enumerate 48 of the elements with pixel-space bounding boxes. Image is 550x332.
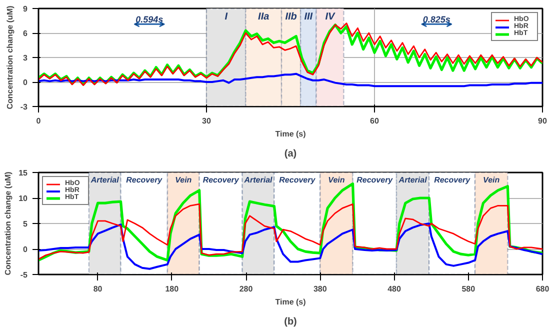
x-tick-label: 380	[313, 284, 328, 294]
band-label: III	[304, 11, 313, 22]
band-label: Vein	[328, 176, 345, 185]
y-tick-label: 15	[18, 168, 28, 178]
x-tick-label: 580	[462, 284, 476, 294]
x-tick-label: 480	[388, 284, 402, 294]
band-label: Recovery	[126, 176, 163, 185]
line-series	[38, 222, 542, 270]
x-axis-title: Time (s)	[275, 130, 306, 138]
y-axis-title: Concentration change (uM)	[4, 171, 13, 276]
x-tick-label: 30	[202, 116, 212, 126]
band-label: Arterial	[398, 176, 428, 185]
x-tick-label: 180	[165, 284, 180, 294]
band-label: Arterial	[243, 176, 274, 185]
band-label: Vein	[483, 176, 500, 185]
x-tick-label: 60	[370, 116, 380, 126]
x-tick-label: 80	[93, 284, 103, 294]
y-tick-label: 10	[18, 194, 28, 203]
x-tick-label: 0	[36, 116, 42, 126]
band-label: IIb	[285, 11, 297, 22]
y-tick-label: 6	[23, 29, 28, 38]
x-tick-label: 90	[538, 116, 548, 126]
band-label: Recovery	[279, 176, 316, 185]
band-label: Recovery	[202, 176, 240, 185]
band-label: Recovery	[356, 176, 394, 185]
text: (a)	[284, 148, 297, 160]
y-tick-label: -5	[20, 270, 28, 280]
y-tick-label: 0	[23, 78, 28, 87]
annotation: 0.594s	[136, 14, 164, 24]
y-tick-label: 5	[23, 220, 28, 228]
band-label: IIa	[258, 11, 270, 22]
x-tick-label: 280	[239, 284, 254, 294]
band-label: Recovery	[434, 176, 471, 185]
x-tick-label: 680	[536, 284, 550, 294]
line-series	[38, 203, 542, 260]
y-tick-label: 0	[23, 245, 28, 254]
text: (b)	[284, 316, 297, 328]
annotation: 0.825s	[422, 14, 450, 24]
band-label: Arterial	[90, 176, 120, 185]
line-series	[38, 72, 542, 88]
band-label: Vein	[175, 176, 192, 185]
band-label: IV	[325, 11, 336, 22]
x-axis-title: Time (s)	[275, 298, 306, 306]
y-tick-label: 3	[23, 54, 28, 62]
y-tick-label: 9	[23, 4, 28, 14]
band-label: I	[224, 11, 228, 22]
y-tick-label: -3	[20, 102, 28, 112]
y-axis-title: Concentration change (uM)	[5, 5, 14, 110]
